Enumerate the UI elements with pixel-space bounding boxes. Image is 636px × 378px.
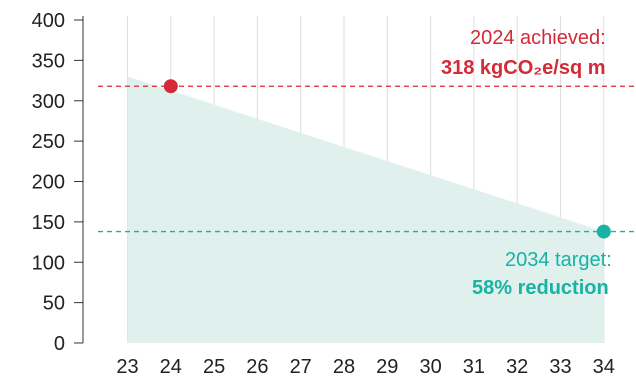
y-tick-labels: 0 50 100 150 200 250 300 350 400 <box>32 10 83 355</box>
y-tick-label-150: 150 <box>32 212 65 234</box>
x-tick-label-34: 34 <box>593 356 615 378</box>
x-tick-label-26: 26 <box>246 356 268 378</box>
achieved-annotation-value: 318 kgCO₂e/sq m <box>441 57 606 79</box>
x-tick-label-24: 24 <box>160 356 182 378</box>
x-tick-label-30: 30 <box>419 356 441 378</box>
x-tick-label-33: 33 <box>549 356 571 378</box>
reduction-area <box>127 76 604 344</box>
target-annotation-title: 2034 target: <box>505 249 612 271</box>
markers <box>163 79 611 239</box>
x-tick-label-29: 29 <box>376 356 398 378</box>
x-tick-label-32: 32 <box>506 356 528 378</box>
y-tick-label-300: 300 <box>32 91 65 113</box>
y-tick-label-0: 0 <box>54 333 65 355</box>
y-tick-label-50: 50 <box>43 293 65 315</box>
x-tick-label-25: 25 <box>203 356 225 378</box>
x-tick-label-27: 27 <box>290 356 312 378</box>
y-tick-label-100: 100 <box>32 252 65 274</box>
achieved-annotation-title: 2024 achieved: <box>470 27 606 49</box>
x-tick-label-31: 31 <box>463 356 485 378</box>
y-tick-label-250: 250 <box>32 131 65 153</box>
target-annotation-value: 58% reduction <box>472 277 609 299</box>
achieved-marker <box>163 79 178 94</box>
x-tick-labels: 23 24 25 26 27 28 29 30 31 32 33 34 <box>116 356 615 378</box>
y-tick-label-200: 200 <box>32 172 65 194</box>
y-tick-label-400: 400 <box>32 10 65 32</box>
plot-area <box>127 76 604 344</box>
x-tick-label-23: 23 <box>116 356 138 378</box>
x-tick-label-28: 28 <box>333 356 355 378</box>
target-marker <box>596 224 611 239</box>
y-tick-label-350: 350 <box>32 50 65 72</box>
